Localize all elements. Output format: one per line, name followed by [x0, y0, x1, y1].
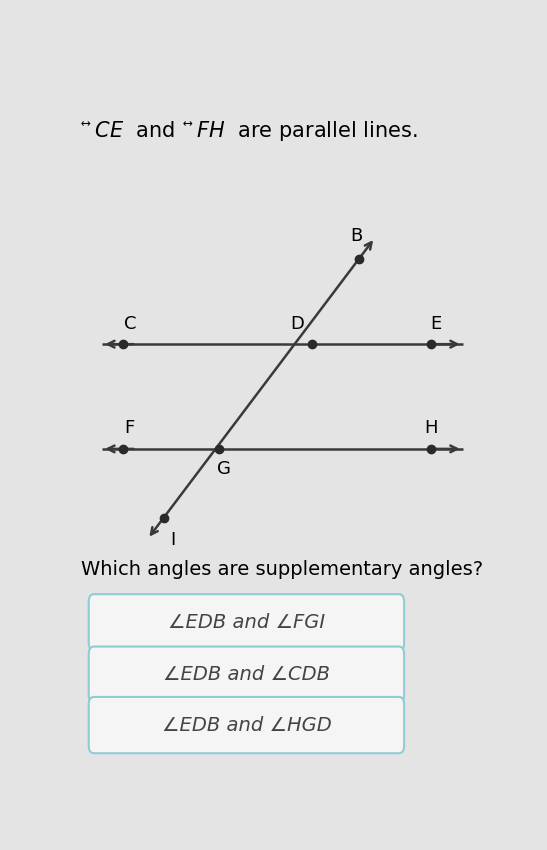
Text: ∠EDB and ∠CDB: ∠EDB and ∠CDB — [163, 666, 330, 684]
Text: H: H — [424, 419, 438, 437]
Text: $\overleftrightarrow{CE}$  and  $\overleftrightarrow{FH}$  are parallel lines.: $\overleftrightarrow{CE}$ and $\overleft… — [81, 120, 418, 144]
FancyBboxPatch shape — [89, 697, 404, 753]
Text: E: E — [430, 315, 442, 333]
FancyBboxPatch shape — [89, 594, 404, 650]
Text: Which angles are supplementary angles?: Which angles are supplementary angles? — [81, 560, 483, 580]
Text: D: D — [290, 315, 304, 333]
Text: ∠EDB and ∠FGI: ∠EDB and ∠FGI — [168, 613, 325, 632]
Text: I: I — [170, 530, 176, 549]
Text: ∠EDB and ∠HGD: ∠EDB and ∠HGD — [161, 716, 331, 734]
Text: G: G — [218, 460, 231, 478]
Text: C: C — [124, 315, 136, 333]
Text: B: B — [351, 227, 363, 245]
FancyBboxPatch shape — [89, 647, 404, 703]
Text: F: F — [125, 419, 135, 437]
